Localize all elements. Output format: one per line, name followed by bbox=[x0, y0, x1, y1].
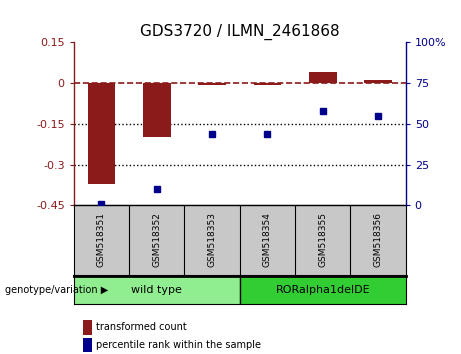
Bar bbox=[309, 72, 337, 83]
Bar bbox=[143, 83, 171, 137]
Text: GSM518353: GSM518353 bbox=[207, 212, 217, 267]
Text: GSM518354: GSM518354 bbox=[263, 212, 272, 267]
Bar bbox=[74, 276, 240, 304]
Text: GSM518352: GSM518352 bbox=[152, 212, 161, 267]
Text: GSM518355: GSM518355 bbox=[318, 212, 327, 267]
Text: transformed count: transformed count bbox=[96, 322, 187, 332]
Bar bbox=[254, 83, 281, 85]
Bar bbox=[88, 83, 115, 184]
Title: GDS3720 / ILMN_2461868: GDS3720 / ILMN_2461868 bbox=[140, 23, 340, 40]
Text: RORalpha1delDE: RORalpha1delDE bbox=[275, 285, 370, 295]
Text: percentile rank within the sample: percentile rank within the sample bbox=[96, 340, 261, 350]
Text: wild type: wild type bbox=[131, 285, 182, 295]
Text: GSM518351: GSM518351 bbox=[97, 212, 106, 267]
Bar bbox=[198, 83, 226, 85]
Bar bbox=[240, 276, 406, 304]
Bar bbox=[364, 80, 392, 83]
Text: GSM518356: GSM518356 bbox=[373, 212, 383, 267]
Text: genotype/variation ▶: genotype/variation ▶ bbox=[5, 285, 108, 295]
